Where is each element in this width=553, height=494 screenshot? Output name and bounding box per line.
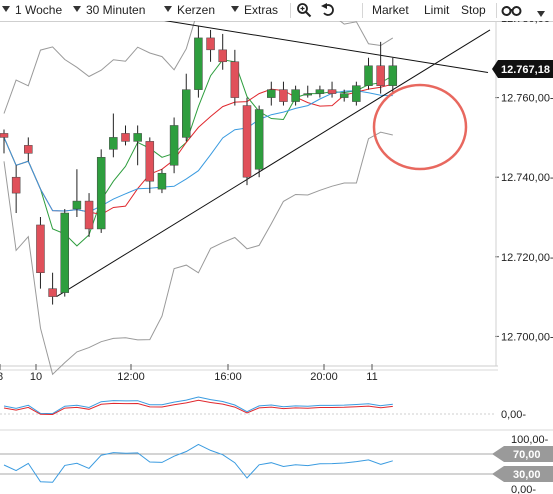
- price-tick-label: 12.740,00-: [501, 172, 553, 184]
- price-tick-label: 12.780,00-: [501, 21, 553, 25]
- candle-body: [0, 133, 9, 138]
- toolbar-divider: [496, 3, 497, 18]
- annotations: [372, 83, 468, 171]
- candle-body: [218, 49, 227, 63]
- candle-body: [48, 288, 57, 297]
- rsi-tick-label: 0,00-: [511, 484, 536, 494]
- candle-body: [84, 200, 94, 230]
- resistance-trendline: [164, 21, 489, 74]
- chart-grid: [0, 365, 553, 431]
- candle-body: [109, 137, 118, 150]
- candle-body: [60, 212, 69, 293]
- chart-style-dropdown[interactable]: Kerzen: [164, 3, 215, 17]
- time-tick-label: 10: [30, 371, 42, 383]
- chart-area[interactable]: 12.780,00- 12.760,00- 12.740,00- 12.720,00-…: [0, 21, 553, 494]
- period-label: 1 Woche: [15, 3, 63, 17]
- candle-body: [352, 85, 361, 102]
- stop-order-button[interactable]: Stop: [461, 3, 486, 17]
- rsi-level-label: 70,00: [513, 449, 541, 461]
- oscillator-tick-label: 0,00-: [501, 409, 526, 421]
- chart-toolbar: 1 Woche 30 Minuten Kerzen Extras Market …: [0, 0, 553, 22]
- sma-mid-line: [3, 83, 393, 216]
- chevron-down-icon: [164, 6, 172, 12]
- bollinger-upper: [3, 21, 394, 114]
- interval-label: 30 Minuten: [86, 3, 146, 17]
- candle-body: [169, 125, 179, 166]
- chevron-down-icon: [73, 6, 81, 12]
- chevron-down-icon: [2, 6, 10, 12]
- candle-body: [206, 37, 215, 51]
- candle-body: [11, 176, 21, 194]
- candle-body: [230, 61, 240, 98]
- rsi-level-marker: [492, 446, 553, 462]
- candle-body: [24, 145, 33, 154]
- time-tick-label: 12:00: [117, 371, 145, 383]
- candle-body: [267, 89, 276, 98]
- rsi-tick-label: 100,00-: [511, 434, 549, 446]
- price-axis: 12.780,00- 12.760,00- 12.740,00- 12.720,00-…: [492, 21, 553, 366]
- candlesticks: [0, 25, 398, 305]
- current-price-label: 12.767,18: [501, 64, 550, 76]
- time-tick-label: 16:00: [214, 371, 242, 383]
- period-dropdown[interactable]: 1 Woche: [2, 3, 62, 17]
- oscillator-signal-line: [3, 396, 393, 415]
- market-order-button[interactable]: Market: [372, 3, 409, 17]
- candle-body: [182, 89, 191, 138]
- candle-body: [303, 93, 312, 96]
- rsi-panel: 100,00- 70,00 30,00 0,00-: [0, 434, 553, 494]
- candle-body: [388, 65, 398, 86]
- candle-body: [291, 89, 300, 102]
- candle-body: [254, 109, 264, 170]
- candle-body: [327, 89, 337, 94]
- oscillator-main-line: [3, 399, 393, 416]
- glasses-icon[interactable]: [501, 2, 523, 23]
- toolbar-divider: [362, 3, 363, 18]
- limit-order-button[interactable]: Limit: [424, 3, 450, 17]
- chart-style-label: Kerzen: [177, 3, 216, 17]
- bollinger-lower: [3, 131, 393, 376]
- bollinger-bands: [3, 21, 394, 376]
- candle-body: [157, 172, 167, 190]
- current-price-marker: [492, 60, 553, 79]
- candle-body: [376, 65, 385, 86]
- highlight-circle: [372, 83, 468, 171]
- sma-slow-line: [3, 90, 393, 213]
- candle-body: [36, 224, 45, 273]
- time-tick-label: 20:00: [310, 371, 338, 383]
- oscillator-panel: 0,00-: [0, 396, 526, 421]
- candle-body: [121, 133, 130, 142]
- rsi-level-label: 30,00: [513, 469, 541, 481]
- interval-dropdown[interactable]: 30 Minuten: [73, 3, 145, 17]
- rsi-level-marker: [492, 466, 553, 482]
- time-tick-label: 8: [0, 371, 3, 383]
- chevron-down-icon: [231, 6, 239, 12]
- candle-body: [339, 93, 349, 98]
- candle-body: [364, 65, 373, 86]
- candle-body: [242, 105, 252, 178]
- chevron-down-icon[interactable]: [537, 6, 545, 24]
- candle-body: [145, 141, 155, 182]
- undo-icon[interactable]: [320, 2, 336, 23]
- candle-body: [315, 89, 325, 94]
- time-axis: 8 10 12:00 16:00 20:00 11: [0, 364, 378, 383]
- trend-lines: [56, 21, 491, 298]
- price-tick-label: 12.720,00-: [501, 252, 553, 264]
- rsi-line: [3, 443, 393, 483]
- toolbar-divider: [290, 3, 291, 18]
- candle-body: [96, 157, 106, 230]
- support-trendline: [56, 29, 491, 298]
- candle-body: [279, 89, 288, 102]
- time-tick-label: 11: [366, 371, 377, 383]
- candle-body: [72, 200, 82, 210]
- extras-dropdown[interactable]: Extras: [231, 3, 278, 17]
- candle-body: [133, 133, 142, 142]
- price-tick-label: 12.700,00-: [501, 331, 553, 343]
- candle-body: [194, 37, 203, 90]
- zoom-icon[interactable]: [296, 2, 312, 23]
- price-tick-label: 12.760,00-: [501, 93, 553, 105]
- extras-label: Extras: [244, 3, 279, 17]
